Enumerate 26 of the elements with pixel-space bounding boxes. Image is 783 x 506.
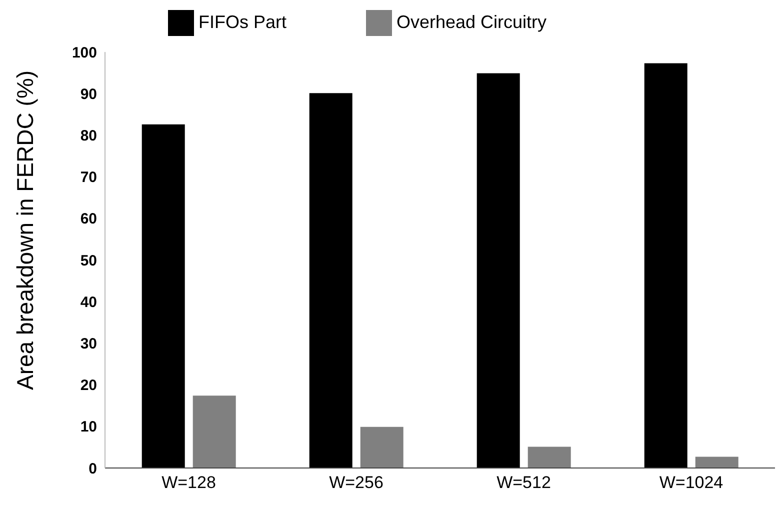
bar <box>142 124 185 468</box>
y-tick-label: 10 <box>80 418 97 436</box>
x-tick-label: W=256 <box>329 473 384 492</box>
x-tick-label: W=1024 <box>659 473 724 492</box>
bar <box>644 63 688 468</box>
legend-label: FIFOs Part <box>198 12 286 32</box>
y-tick-label: 70 <box>80 169 97 186</box>
y-tick-label: 30 <box>80 336 97 353</box>
y-tick-label: 20 <box>80 377 97 394</box>
y-tick-label: 80 <box>80 128 97 145</box>
bar <box>360 426 404 468</box>
y-tick-label: 40 <box>80 294 97 311</box>
y-tick-label: 90 <box>80 86 97 103</box>
y-axis-title: Area breakdown in FERDC (%) <box>12 70 38 390</box>
bar <box>309 93 352 468</box>
legend-label: Overhead Circuitry <box>396 12 547 32</box>
x-tick-label: W=128 <box>162 473 216 492</box>
x-tick-label: W=512 <box>496 473 551 492</box>
y-tick-label: 60 <box>80 210 97 228</box>
bar <box>695 456 738 468</box>
y-tick-label: 0 <box>88 460 97 478</box>
y-tick-label: 50 <box>80 252 97 270</box>
bar <box>476 73 520 468</box>
bar <box>528 446 571 468</box>
bar <box>192 396 236 468</box>
y-tick-label: 100 <box>72 44 97 62</box>
